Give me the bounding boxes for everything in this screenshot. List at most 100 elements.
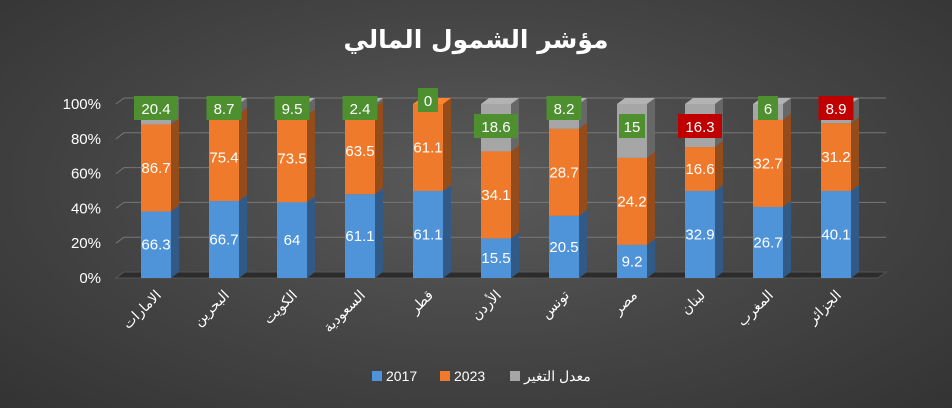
x-tick-label: مصر bbox=[609, 288, 640, 319]
x-tick-label: البحرين bbox=[191, 288, 233, 330]
data-label-2017: 15.5 bbox=[481, 250, 510, 267]
data-label-change: 18.6 bbox=[481, 119, 510, 136]
data-label-2017: 26.7 bbox=[753, 234, 782, 251]
y-tick-label: 80% bbox=[71, 131, 101, 148]
data-label-2017: 66.3 bbox=[141, 237, 170, 254]
bar-2017-الأردن bbox=[481, 238, 511, 278]
legend-swatch bbox=[440, 371, 450, 381]
bar-side bbox=[171, 205, 179, 278]
legend-label: 2017 bbox=[386, 368, 417, 384]
data-label-change: 8.7 bbox=[214, 101, 235, 118]
bar-top bbox=[617, 98, 655, 104]
bar-side bbox=[443, 185, 451, 278]
data-label-2017: 40.1 bbox=[821, 227, 850, 244]
change-badge bbox=[134, 96, 178, 120]
data-label-2023: 31.2 bbox=[821, 149, 850, 166]
legend-label: 2023 bbox=[454, 368, 485, 384]
data-label-2023: 73.5 bbox=[277, 151, 306, 168]
x-axis-ticks: الامارات البحرين الكويت السعودية قطر الأردن تو… bbox=[120, 286, 845, 336]
bar-2017-البحرين bbox=[209, 201, 239, 278]
x-tick-label: لبنان bbox=[678, 288, 709, 319]
data-label-2017: 9.2 bbox=[622, 253, 643, 270]
data-label-change: 2.4 bbox=[350, 101, 371, 118]
data-label-change: 16.3 bbox=[685, 119, 714, 136]
change-badge bbox=[818, 96, 854, 120]
x-tick-label: الأردن bbox=[467, 286, 505, 324]
data-label-2023: 24.2 bbox=[617, 193, 646, 210]
data-label-2023: 28.7 bbox=[549, 164, 578, 181]
x-tick-label: تونس bbox=[538, 287, 573, 322]
bar-2023-لبنان bbox=[685, 147, 715, 191]
change-badge bbox=[206, 96, 242, 120]
data-label-2017: 66.7 bbox=[209, 232, 238, 249]
bar-top bbox=[481, 98, 519, 104]
bar-side bbox=[443, 98, 451, 191]
change-badge bbox=[619, 114, 645, 138]
data-labels: 66.3 86.7 20.4 66.7 75.4 8.7 64 73.5 9.5 61.1 63.5… bbox=[134, 88, 854, 270]
y-tick-label: 40% bbox=[71, 200, 101, 217]
x-tick-label: السعودية bbox=[321, 288, 369, 336]
bar-side bbox=[783, 113, 791, 207]
data-label-2023: 16.6 bbox=[685, 161, 714, 178]
bar-side bbox=[171, 118, 179, 212]
bar-top bbox=[685, 98, 723, 104]
y-tick-label: 100% bbox=[63, 96, 101, 113]
data-label-change: 6 bbox=[764, 101, 772, 118]
bar-2023-المغرب bbox=[753, 119, 783, 207]
bar-side bbox=[783, 200, 791, 278]
x-tick-label: قطر bbox=[406, 288, 436, 318]
data-label-2017: 61.1 bbox=[345, 228, 374, 245]
legend-swatch bbox=[372, 371, 382, 381]
data-label-change: 0 bbox=[424, 93, 432, 110]
data-label-change: 8.2 bbox=[554, 101, 575, 118]
change-badge bbox=[546, 96, 582, 120]
bar-2023-السعودية bbox=[345, 107, 375, 195]
legend-label: معدل التغير bbox=[523, 368, 591, 385]
data-label-change: 8.9 bbox=[826, 101, 847, 118]
data-label-2017: 61.1 bbox=[413, 227, 442, 244]
bar-side bbox=[307, 109, 315, 203]
bar-side bbox=[511, 145, 519, 239]
y-axis-ticks: 0% 20% 40% 60% 80% 100% bbox=[63, 96, 101, 287]
bar-2023-البحرين bbox=[209, 114, 239, 202]
change-badge bbox=[678, 114, 722, 138]
data-label-change: 15 bbox=[624, 119, 641, 136]
bar-side bbox=[647, 238, 655, 278]
bar-side bbox=[579, 209, 587, 278]
bar-2017-لبنان bbox=[685, 191, 715, 278]
data-label-change: 20.4 bbox=[141, 101, 170, 118]
bar-2023-الامارات bbox=[141, 124, 171, 212]
bar-2017-الجزائر bbox=[821, 191, 851, 278]
bar-side bbox=[579, 122, 587, 216]
data-label-change: 9.5 bbox=[282, 101, 303, 118]
bar-side bbox=[647, 98, 655, 158]
bar-2023-الكويت bbox=[277, 115, 307, 203]
change-badge bbox=[474, 114, 518, 138]
y-tick-label: 0% bbox=[79, 270, 101, 287]
bar-2023-مصر bbox=[617, 157, 647, 245]
data-label-2023: 61.1 bbox=[413, 140, 442, 157]
bar-2017-الامارات bbox=[141, 211, 171, 278]
bar-side bbox=[307, 196, 315, 278]
data-label-2017: 20.5 bbox=[549, 239, 578, 256]
bar-side bbox=[647, 151, 655, 245]
data-label-2017: 32.9 bbox=[685, 227, 714, 244]
bar-2017-السعودية bbox=[345, 194, 375, 278]
bar-side bbox=[715, 141, 723, 191]
data-label-2023: 32.7 bbox=[753, 155, 782, 172]
legend: 2017 2023 معدل التغير bbox=[372, 368, 591, 385]
bar-2017-المغرب bbox=[753, 206, 783, 278]
bar-side bbox=[783, 98, 791, 120]
bar-2023-قطر bbox=[413, 104, 443, 191]
y-tick-label: 60% bbox=[71, 166, 101, 183]
change-badge bbox=[758, 96, 778, 120]
legend-swatch bbox=[510, 371, 520, 381]
x-tick-label: المغرب bbox=[734, 288, 776, 330]
x-tick-label: الكويت bbox=[261, 288, 301, 328]
change-badge bbox=[274, 96, 310, 120]
bar-side bbox=[715, 185, 723, 278]
bar-side bbox=[239, 108, 247, 202]
data-label-2023: 75.4 bbox=[209, 150, 238, 167]
bar-side bbox=[511, 232, 519, 278]
